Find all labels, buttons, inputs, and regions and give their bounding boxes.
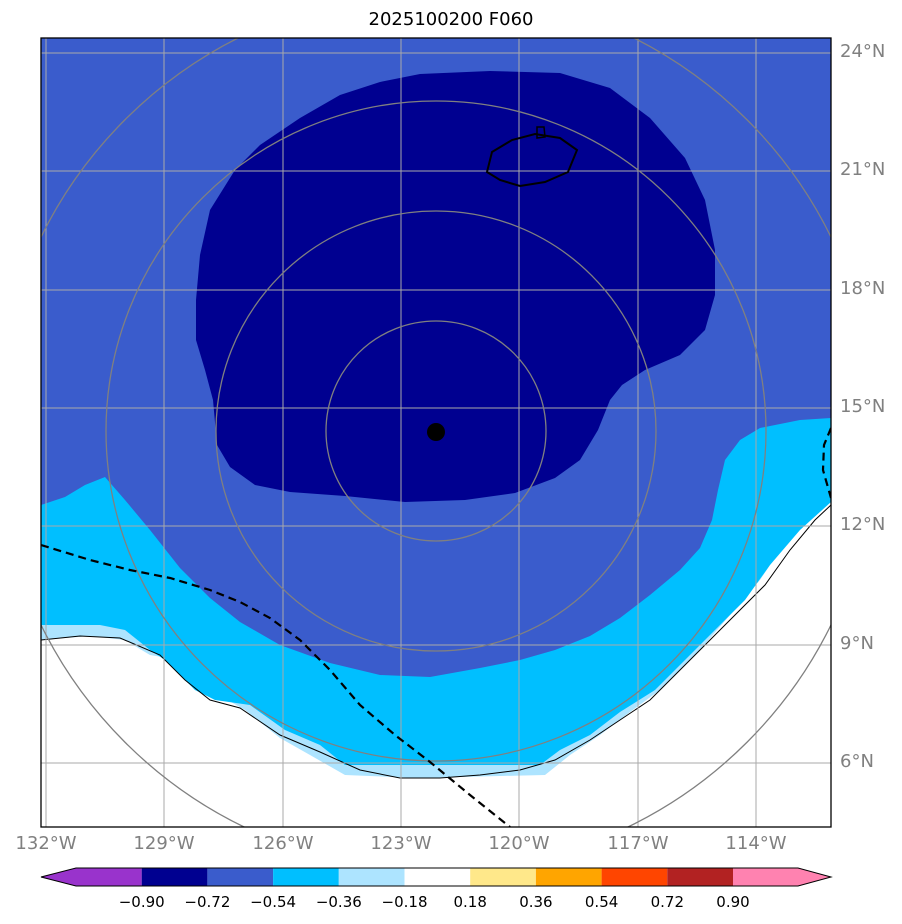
coastline: [41, 504, 831, 779]
colorbar-tick: 0.90: [716, 893, 750, 911]
lat-label-12n: 12°N: [840, 514, 886, 535]
lon-label-117w: 117°W: [607, 833, 669, 854]
colorbar-segment: [470, 868, 536, 886]
storm-center-dot: [427, 423, 445, 441]
lon-label-132w: 132°W: [15, 833, 77, 854]
map-title: 2025100200 F060: [368, 9, 534, 30]
colorbar-segment: [273, 868, 339, 886]
colorbar-tick: 0.72: [650, 893, 684, 911]
colorbar-segment: [601, 868, 668, 886]
map-frame: [40, 37, 832, 828]
colorbar-segment: [404, 868, 471, 886]
colorbar-extend-low: [41, 868, 76, 886]
colorbar-tick: −0.90: [118, 893, 165, 911]
lat-label-9n: 9°N: [840, 633, 874, 654]
lat-label-24n: 24°N: [840, 41, 886, 62]
lat-label-21n: 21°N: [840, 159, 886, 180]
colorbar-tick: 0.36: [519, 893, 553, 911]
contour-line-positive-small: [536, 126, 546, 139]
lon-label-129w: 129°W: [133, 833, 195, 854]
colorbar-outline: [40, 867, 833, 887]
colorbar-tick: 0.18: [453, 893, 487, 911]
colorbar-tick: −0.72: [184, 893, 231, 911]
colorbar-segment: [338, 868, 405, 886]
colorbar: [40, 867, 833, 887]
colorbar-tick: −0.54: [250, 893, 297, 911]
colorbar-segment: [76, 868, 142, 886]
range-rings: [41, 38, 831, 827]
lon-label-120w: 120°W: [488, 833, 550, 854]
colorbar-tick: −0.36: [315, 893, 362, 911]
colorbar-segment: [535, 868, 602, 886]
lon-label-123w: 123°W: [370, 833, 432, 854]
lon-label-126w: 126°W: [252, 833, 314, 854]
colorbar-segment: [141, 868, 208, 886]
colorbar-tick: −0.18: [381, 893, 428, 911]
colorbar-segment: [667, 868, 733, 886]
contour-line-dashed-east: [821, 427, 831, 499]
lat-label-15n: 15°N: [840, 396, 886, 417]
range-ring-3: [105, 100, 767, 762]
lat-label-6n: 6°N: [840, 751, 874, 772]
range-ring-2: [215, 210, 657, 652]
lon-label-114w: 114°W: [725, 833, 787, 854]
colorbar-segment: [207, 868, 274, 886]
contour-line-positive: [485, 132, 579, 188]
colorbar-tick: 0.54: [584, 893, 619, 911]
colorbar-extend-high: [733, 868, 831, 886]
range-ring-1: [325, 320, 547, 542]
contour-fill-deep-navy: [196, 71, 715, 502]
lat-label-18n: 18°N: [840, 278, 886, 299]
